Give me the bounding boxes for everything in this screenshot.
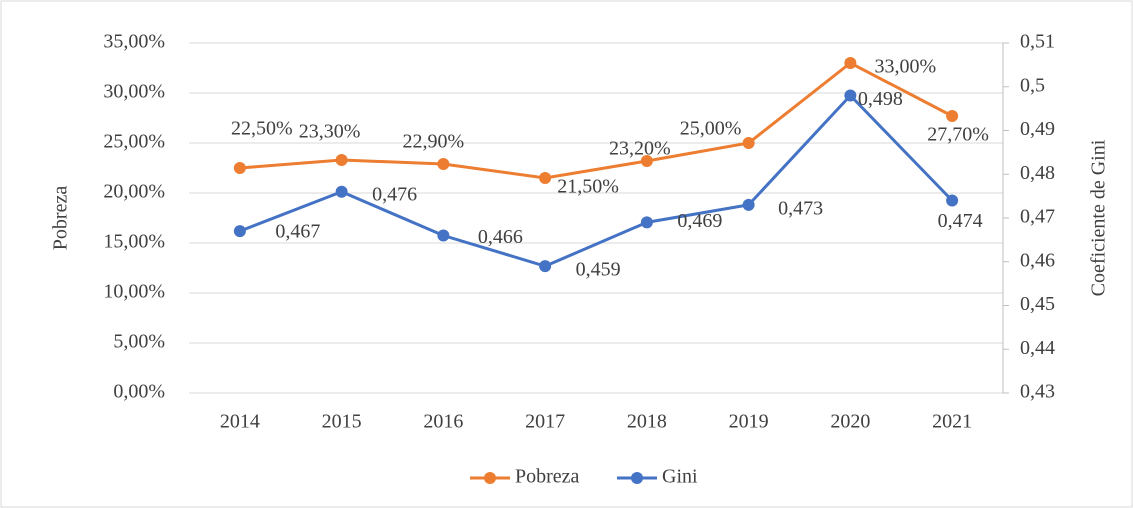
y2-tick-label: 0,45 xyxy=(1020,293,1055,315)
x-tick-label: 2019 xyxy=(729,411,769,433)
point xyxy=(335,185,348,198)
point xyxy=(539,260,552,273)
point xyxy=(437,229,450,242)
y2-tick-label: 0,43 xyxy=(1020,381,1055,403)
series-line xyxy=(239,93,954,268)
point xyxy=(946,110,959,122)
data-label: 22,90% xyxy=(403,131,465,153)
x-tick-label: 2015 xyxy=(322,411,362,433)
point xyxy=(539,172,552,184)
y2-axis-title: Coeficiente de Gini xyxy=(1088,139,1110,296)
point xyxy=(844,57,857,69)
point xyxy=(640,216,653,229)
data-label: 0,476 xyxy=(372,183,417,205)
series-line xyxy=(239,61,953,180)
data-label: 0,498 xyxy=(858,88,903,110)
data-label: 22,50% xyxy=(231,118,293,140)
data-label: 0,467 xyxy=(275,221,320,243)
legend-marker xyxy=(484,472,496,484)
data-label: 23,30% xyxy=(299,121,361,143)
y2-tick-label: 0,5 xyxy=(1020,74,1045,96)
data-label: 0,466 xyxy=(478,226,523,248)
data-label: 0,469 xyxy=(677,210,722,232)
x-tick-label: 2014 xyxy=(220,411,260,433)
y-tick-label: 30,00% xyxy=(103,81,165,103)
point xyxy=(335,154,348,166)
y2-tick-label: 0,48 xyxy=(1020,162,1055,184)
x-tick-label: 2020 xyxy=(830,411,870,433)
point xyxy=(946,194,959,207)
data-label: 0,474 xyxy=(938,210,983,232)
legend-marker xyxy=(631,472,643,484)
y-tick-label: 15,00% xyxy=(103,231,165,253)
y2-tick-label: 0,46 xyxy=(1020,249,1055,271)
point xyxy=(437,158,450,170)
y2-tick-label: 0,51 xyxy=(1020,31,1055,53)
y-tick-label: 10,00% xyxy=(103,281,165,303)
data-label: 33,00% xyxy=(875,56,937,78)
data-label: 0,459 xyxy=(576,259,621,281)
legend-label: Gini xyxy=(662,466,698,488)
x-tick-label: 2016 xyxy=(423,411,463,433)
y2-tick-label: 0,44 xyxy=(1020,337,1055,359)
y-tick-label: 25,00% xyxy=(103,131,165,153)
y-tick-label: 0,00% xyxy=(113,381,165,403)
y-tick-label: 20,00% xyxy=(103,181,165,203)
data-label: 21,50% xyxy=(557,176,619,198)
point xyxy=(233,225,246,238)
x-tick-label: 2017 xyxy=(525,411,565,433)
y-axis-title: Pobreza xyxy=(50,186,72,251)
y-tick-label: 5,00% xyxy=(113,331,165,353)
y2-tick-label: 0,47 xyxy=(1020,206,1055,228)
data-label: 25,00% xyxy=(680,118,742,140)
data-label: 23,20% xyxy=(609,138,671,160)
y-tick-label: 35,00% xyxy=(103,31,165,53)
point xyxy=(742,198,755,211)
x-tick-label: 2018 xyxy=(627,411,667,433)
legend-label: Pobreza xyxy=(515,466,580,488)
point xyxy=(844,89,857,102)
y2-tick-label: 0,49 xyxy=(1020,118,1055,140)
data-label: 0,473 xyxy=(778,197,823,219)
point xyxy=(640,155,653,167)
point xyxy=(742,137,755,149)
x-tick-label: 2021 xyxy=(932,411,972,433)
data-label: 27,70% xyxy=(927,124,989,146)
point xyxy=(233,162,246,174)
